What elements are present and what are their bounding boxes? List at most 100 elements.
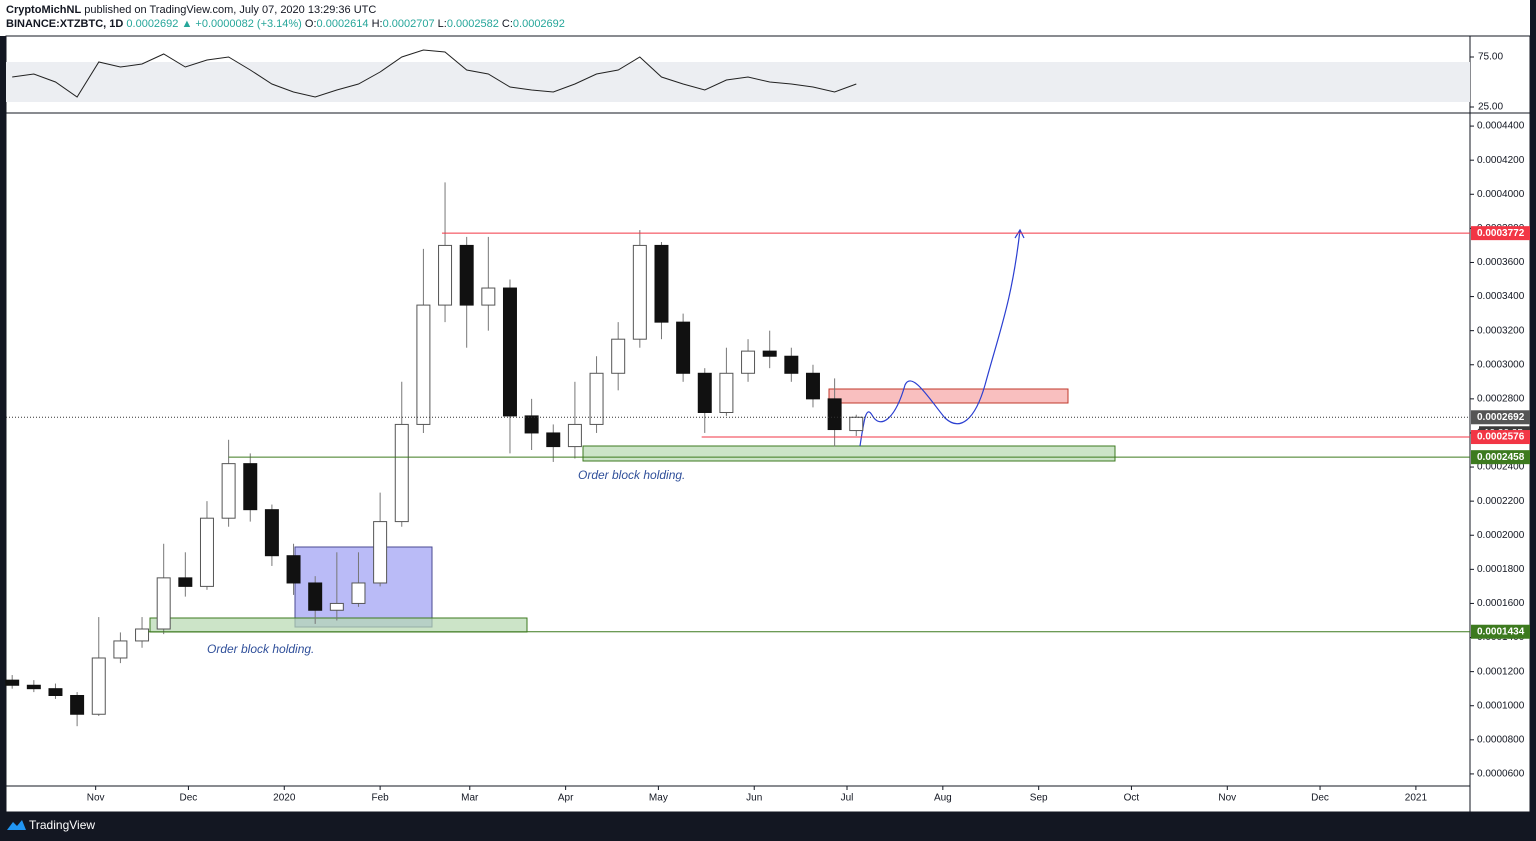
price-label-bg [1471,226,1530,241]
candle-body [805,372,820,400]
published: published on TradingView.com, July 07, 2… [84,4,376,16]
candle-body [70,694,85,715]
candle-body [438,244,453,306]
candle-body [286,555,301,584]
arrow: ▲ [181,18,192,30]
candle-body [113,640,128,659]
y-tick-label: 0.0001200 [1477,666,1525,677]
rsi-line [12,49,857,98]
candle-body [502,287,517,417]
price-label: 0.0001434 [1477,626,1525,637]
x-tick-label: Aug [934,793,952,804]
candle-body [308,582,323,611]
footer-bg [0,812,1536,841]
x-tick-label: Jul [841,793,854,804]
x-tick-label: Dec [180,793,198,804]
candle-body [156,577,171,630]
price-label-bg [1471,624,1530,639]
candle-body [632,244,647,340]
symbol: BINANCE:XTZBTC, 1D [6,18,123,30]
c: 0.0002692 [513,18,565,30]
candle-body [416,304,431,425]
candle-body [762,350,777,357]
y-tick-label: 0.0003000 [1477,359,1525,370]
price-label: 0.0002576 [1477,432,1525,443]
change: +0.0000082 (+3.14%) [195,18,301,30]
l: 0.0002582 [447,18,499,30]
annotation: Order block holding. [578,468,685,482]
y-tick-label: 0.0001000 [1477,700,1525,711]
x-tick-label: Mar [461,793,479,804]
chart-bg [5,35,1531,813]
candle-body [351,582,366,604]
projection-path [859,228,1025,447]
candle-body [459,244,474,306]
candle-body [48,688,63,696]
y-tick-label: 0.0000600 [1477,769,1525,780]
price-label-bg [1471,450,1530,465]
candle-body [589,372,604,425]
c-label: C: [502,18,513,30]
candle-body [676,321,691,374]
logo [7,820,26,830]
h: 0.0002707 [383,18,435,30]
x-tick-label: Jun [746,793,762,804]
x-tick-label: Sep [1030,793,1048,804]
annotation: Order block holding. [207,642,314,656]
y-tick-label: 0.0002200 [1477,496,1525,507]
o: 0.0002614 [317,18,369,30]
candle-body [264,509,279,557]
header-bg [0,0,1530,36]
candle-body [546,432,561,448]
candle-body [741,350,756,374]
candle-body [827,398,842,431]
x-tick-label: Nov [1218,793,1236,804]
y-tick-label: 0.0001600 [1477,598,1525,609]
o-label: O: [305,18,317,30]
rsi-band [6,62,1470,102]
candle-body [611,338,626,374]
y-tick-label: 0.0004200 [1477,155,1525,166]
candle-body [394,423,409,523]
header-line: BINANCE:XTZBTC, 1D 0.0002692 ▲ +0.000008… [6,18,565,30]
l-label: L: [438,18,447,30]
y-tick-label: 0.0004400 [1477,121,1525,132]
last: 0.0002692 [126,18,178,30]
y-tick-label: 0.0003400 [1477,291,1525,302]
y-tick-label: 0.0004000 [1477,189,1525,200]
candle-body [719,372,734,413]
header-line: CryptoMichNL published on TradingView.co… [6,4,376,16]
author: CryptoMichNL [6,4,81,16]
order-block-box [582,445,1116,462]
candle-body [243,463,258,511]
price-label: 0.0003772 [1477,228,1525,239]
x-tick-label: Oct [1124,793,1140,804]
candle-body [697,372,712,413]
y-tick-label: 0.0000800 [1477,734,1525,745]
order-block-box [149,617,528,633]
candle-body [91,657,106,715]
h-label: H: [372,18,383,30]
y-tick-label: 0.0003200 [1477,325,1525,336]
candle-body [178,577,193,587]
rsi-tick-label: 25.00 [1478,102,1503,113]
x-tick-label: Apr [558,793,574,804]
candle-body [329,602,344,611]
candle-body [135,628,150,642]
price-label-bg [1471,430,1530,445]
y-tick-label: 0.0002000 [1477,530,1525,541]
candle-body [784,355,799,374]
x-tick-label: Dec [1311,793,1329,804]
candle-body [567,423,582,448]
brand: TradingView [29,818,95,832]
candle-body [849,416,864,432]
candle-body [654,244,669,323]
price-label: 0.0002458 [1477,452,1525,463]
candle-body [5,679,20,686]
y-tick-label: 0.0001800 [1477,564,1525,575]
price-label: 0.0002692 [1477,412,1525,423]
price-label-bg [1471,410,1530,425]
y-tick-label: 0.0002800 [1477,393,1525,404]
x-tick-label: 2020 [273,793,296,804]
candle-body [221,463,236,519]
